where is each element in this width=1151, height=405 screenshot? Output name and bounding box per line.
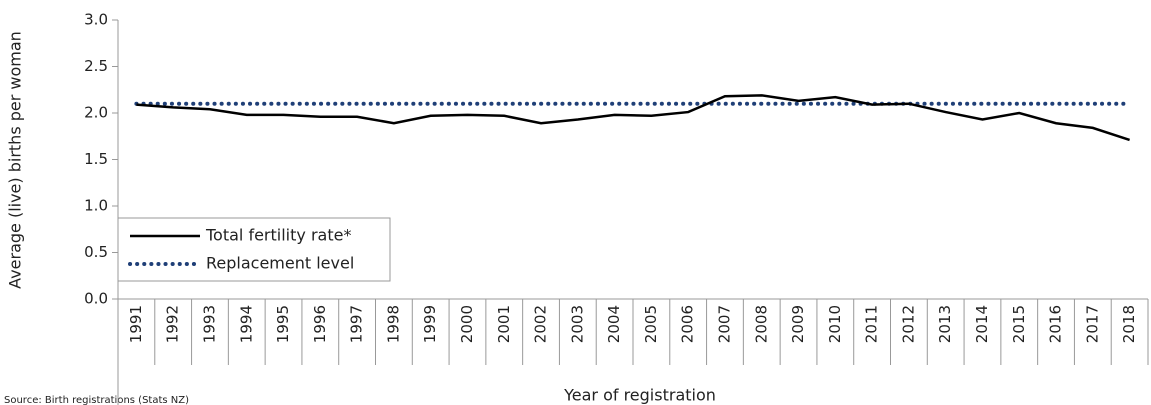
x-tick-label: 2005 bbox=[642, 305, 660, 343]
x-tick-label: 2004 bbox=[605, 305, 623, 343]
x-tick-label: 1996 bbox=[311, 305, 329, 343]
legend-label: Replacement level bbox=[206, 254, 354, 273]
x-tick-label: 2017 bbox=[1083, 305, 1101, 343]
x-tick-label: 2018 bbox=[1120, 305, 1138, 343]
y-tick-label: 2.5 bbox=[84, 57, 108, 75]
x-tick-label: 2006 bbox=[679, 305, 697, 343]
x-tick-label: 2003 bbox=[568, 305, 586, 343]
y-tick-label: 0.5 bbox=[84, 243, 108, 261]
source-note: Source: Birth registrations (Stats NZ) bbox=[4, 395, 189, 405]
legend-box bbox=[117, 217, 391, 282]
x-tick-label: 1997 bbox=[348, 305, 366, 343]
series-line bbox=[136, 94, 1130, 142]
y-axis-title: Average (live) births per woman bbox=[6, 31, 25, 289]
x-tick-label: 2013 bbox=[936, 305, 954, 343]
x-tick-label: 2002 bbox=[532, 305, 550, 343]
x-tick-label: 2015 bbox=[1010, 305, 1028, 343]
x-tick-label: 2009 bbox=[789, 305, 807, 343]
x-tick-label: 2010 bbox=[826, 305, 844, 343]
x-tick-label: 2014 bbox=[973, 305, 991, 343]
x-tick-label: 2008 bbox=[752, 305, 770, 343]
legend-label: Total fertility rate* bbox=[205, 226, 351, 245]
y-tick-label: 2.0 bbox=[84, 104, 108, 122]
x-tick-label: 1993 bbox=[200, 305, 218, 343]
x-axis-title: Year of registration bbox=[563, 386, 716, 405]
x-tick-label: 1999 bbox=[421, 305, 439, 343]
x-tick-label: 2001 bbox=[495, 305, 513, 343]
y-tick-label: 0.0 bbox=[84, 290, 108, 308]
x-tick-label: 2000 bbox=[458, 305, 476, 343]
x-tick-label: 1998 bbox=[384, 305, 402, 343]
x-tick-label: 1991 bbox=[127, 305, 145, 343]
y-tick-label: 1.5 bbox=[84, 150, 108, 168]
x-tick-label: 2011 bbox=[863, 305, 881, 343]
x-tick-label: 2016 bbox=[1047, 305, 1065, 343]
x-tick-label: 1992 bbox=[164, 305, 182, 343]
y-tick-label: 3.0 bbox=[84, 11, 108, 29]
y-tick-label: 1.0 bbox=[84, 197, 108, 215]
x-tick-label: 2012 bbox=[899, 305, 917, 343]
x-tick-label: 2007 bbox=[715, 305, 733, 343]
x-tick-label: 1994 bbox=[237, 305, 255, 343]
x-tick-label: 1995 bbox=[274, 305, 292, 343]
